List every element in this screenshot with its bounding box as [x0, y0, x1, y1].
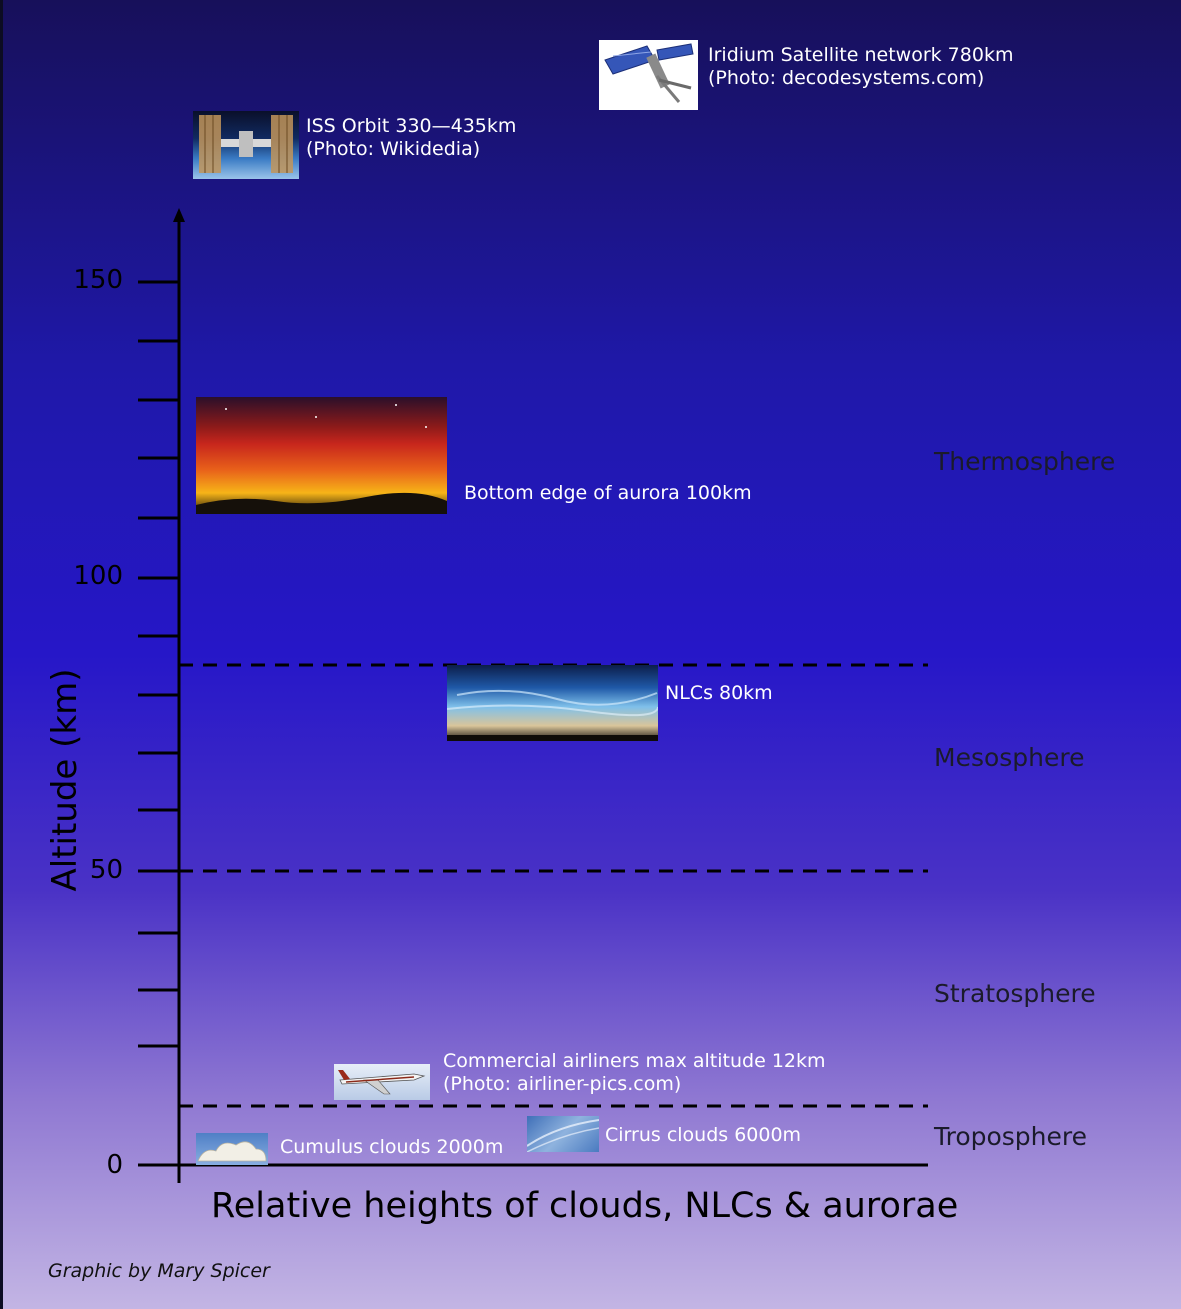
layer-stratosphere: Stratosphere [934, 979, 1096, 1008]
iridium-label-line2: (Photo: decodesystems.com) [708, 67, 985, 89]
y-axis-arrowhead [173, 208, 185, 222]
tick-label-0: 0 [106, 1150, 123, 1180]
cirrus-label: Cirrus clouds 6000m [605, 1124, 802, 1146]
airliner-label-line1: Commercial airliners max altitude 12km [443, 1050, 826, 1072]
iridium-label: Iridium Satellite network 780km (Photo: … [708, 44, 1013, 90]
iridium-label-line1: Iridium Satellite network 780km [708, 44, 1014, 66]
aurora-label: Bottom edge of aurora 100km [464, 482, 752, 504]
nlc-photo [447, 665, 658, 741]
layer-thermosphere: Thermosphere [934, 447, 1116, 476]
iss-photo [193, 111, 299, 179]
tick-label-100: 100 [73, 561, 123, 591]
iss-label-line2: (Photo: Wikidedia) [306, 138, 481, 160]
tick-label-150: 150 [73, 265, 123, 295]
iss-label-line1: ISS Orbit 330—435km [306, 115, 517, 137]
diagram-title: Relative heights of clouds, NLCs & auror… [211, 1186, 959, 1226]
layer-troposphere: Troposphere [934, 1122, 1088, 1151]
credit-text: Graphic by Mary Spicer [48, 1260, 270, 1282]
iridium-satellite-photo [599, 40, 698, 110]
cirrus-photo [527, 1116, 599, 1152]
nlc-label: NLCs 80km [665, 682, 773, 704]
axis-layer [138, 208, 928, 1183]
iss-label: ISS Orbit 330—435km (Photo: Wikidedia) [306, 115, 516, 161]
cumulus-label: Cumulus clouds 2000m [280, 1136, 504, 1158]
tick-label-50: 50 [89, 855, 123, 885]
y-axis-title: Altitude (km) [45, 668, 85, 892]
cumulus-photo [196, 1133, 268, 1165]
airliner-photo [334, 1064, 430, 1100]
airliner-label: Commercial airliners max altitude 12km (… [443, 1050, 826, 1096]
airliner-label-line2: (Photo: airliner-pics.com) [443, 1073, 682, 1095]
aurora-photo [196, 397, 447, 514]
layer-mesosphere: Mesosphere [934, 743, 1085, 772]
